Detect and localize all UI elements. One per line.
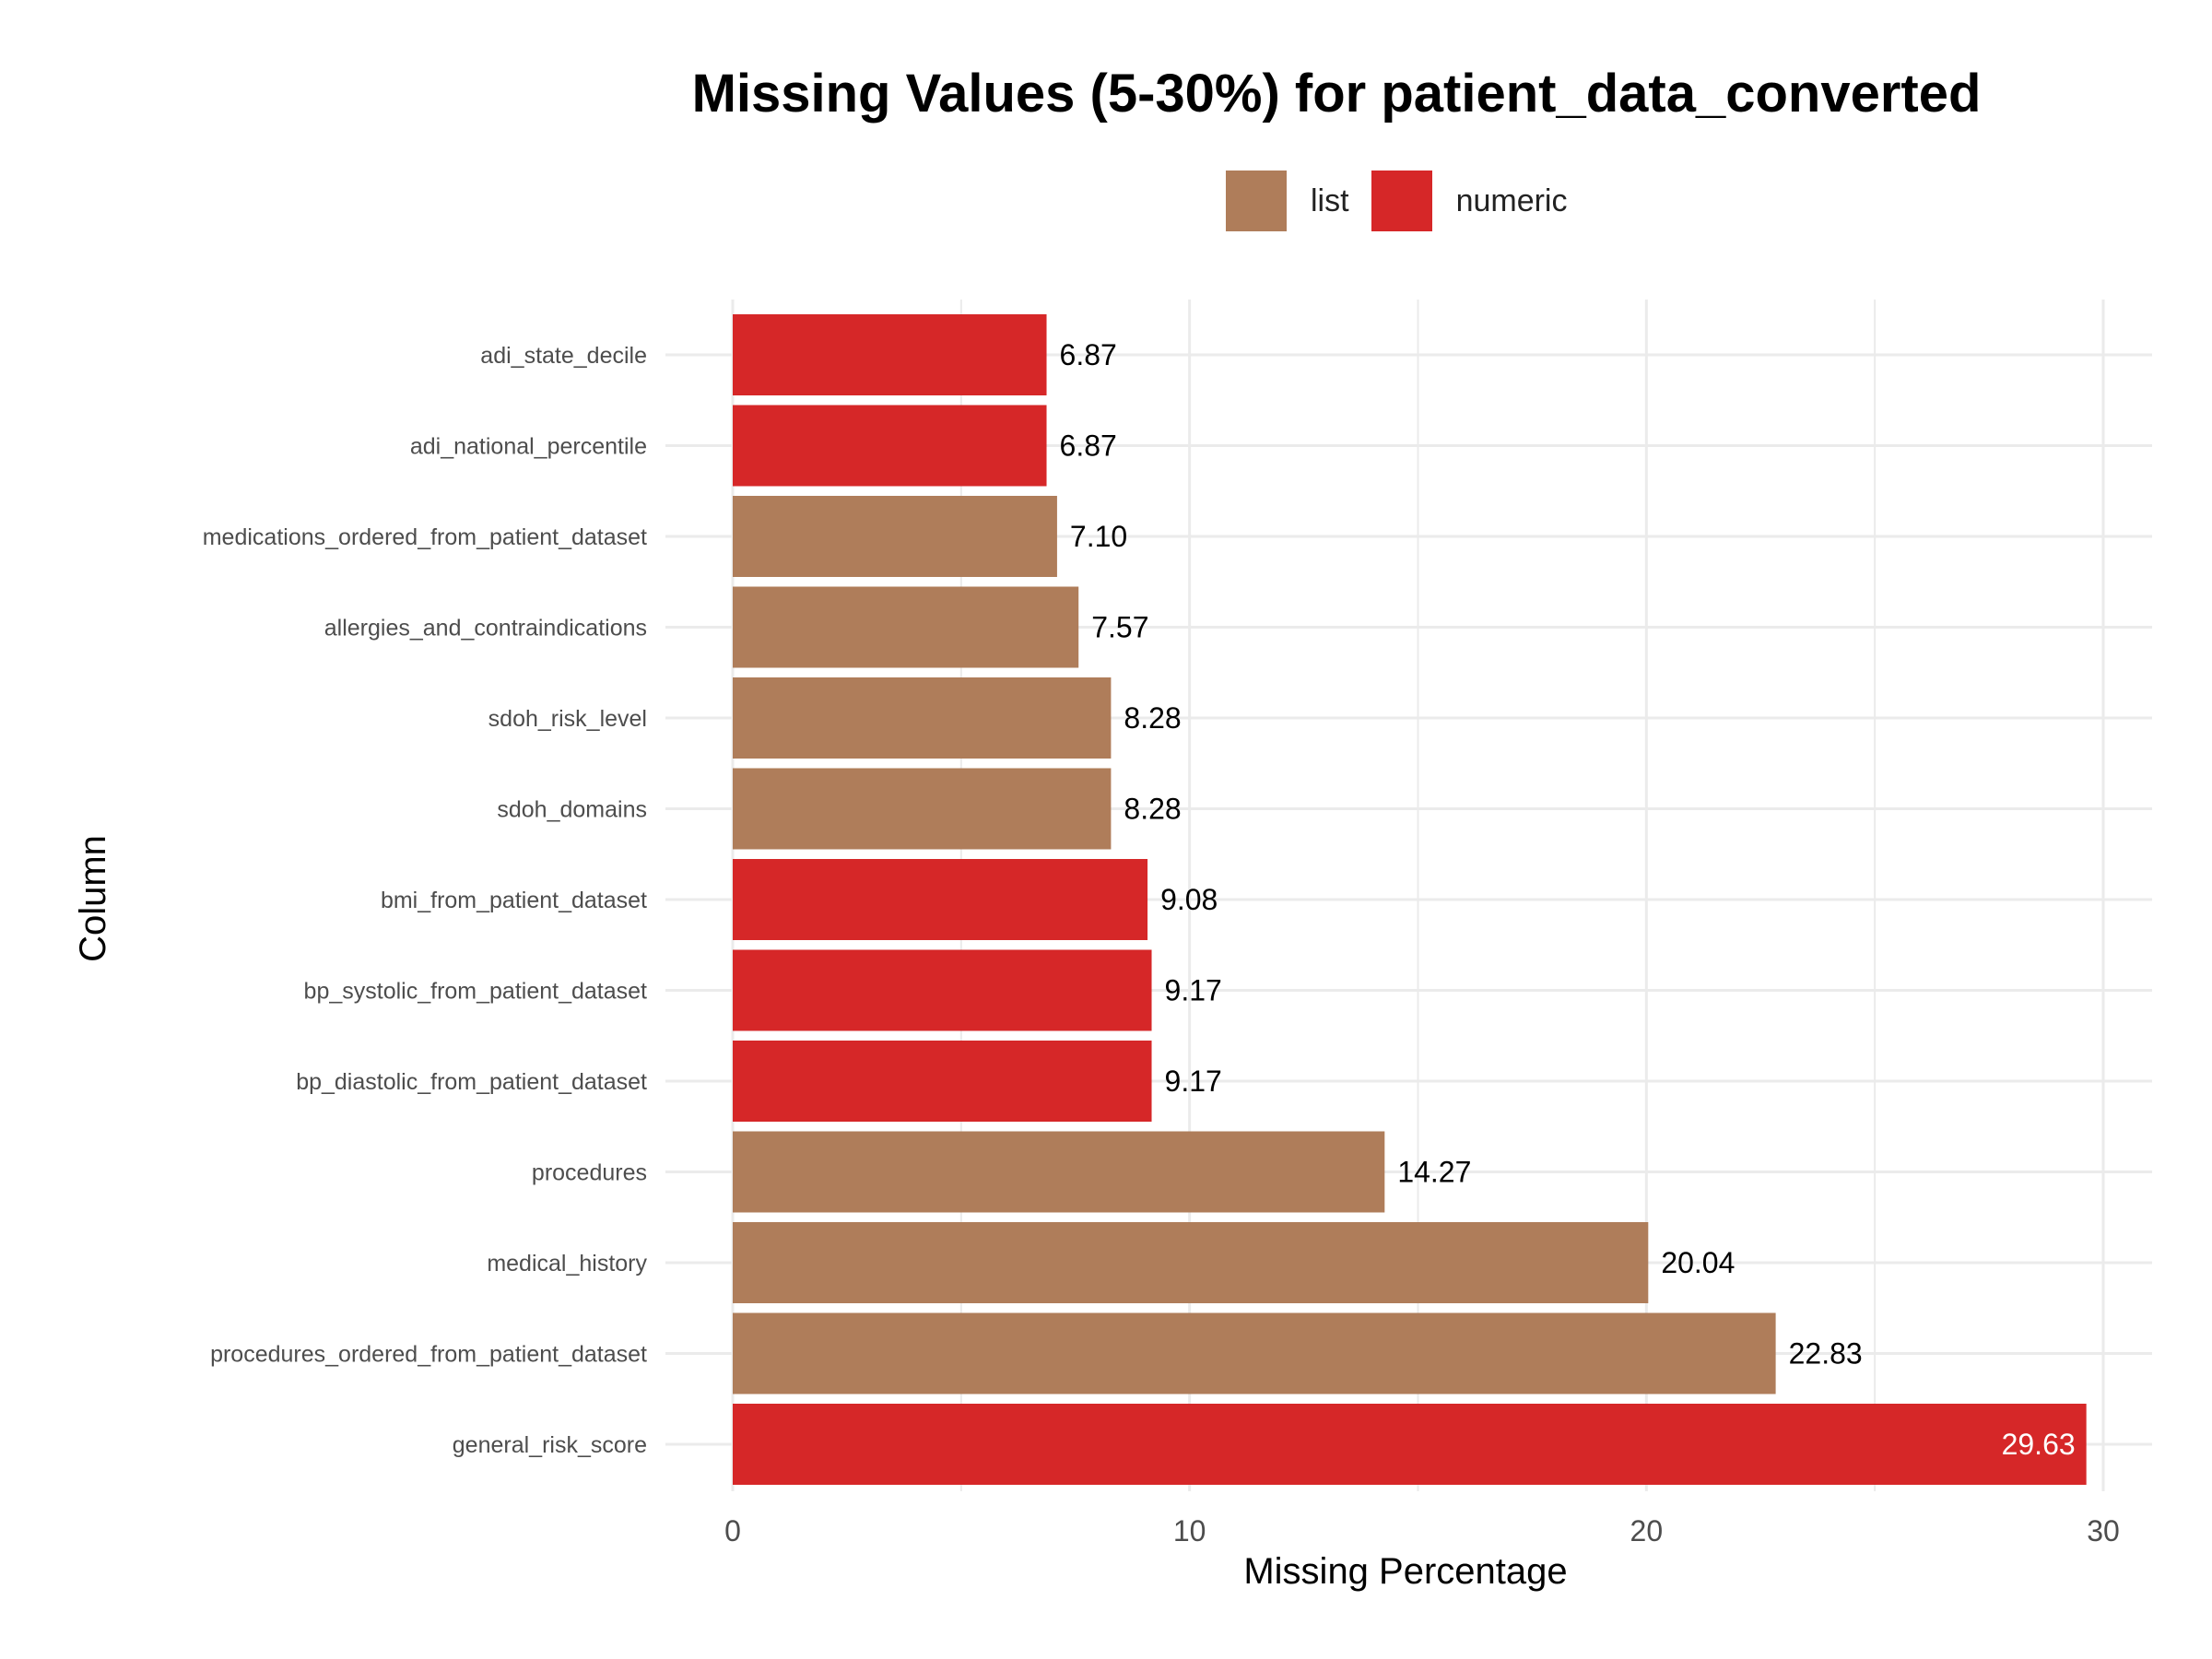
bar-value-label: 9.17 [1165,1065,1222,1098]
bar-value-label: 22.83 [1789,1337,1863,1371]
x-tick-label: 30 [2087,1514,2120,1547]
x-tick-label: 10 [1173,1514,1206,1547]
y-tick-label: bp_systolic_from_patient_dataset [304,979,648,1005]
legend-item-numeric: numeric [1371,171,1568,231]
y-tick-label: sdoh_risk_level [488,706,647,732]
bar [733,677,1112,759]
x-tick-label: 20 [1630,1514,1664,1547]
y-tick-label: general_risk_score [453,1432,647,1458]
legend-swatch-numeric [1371,171,1432,231]
legend-swatch-list [1226,171,1287,231]
y-tick-label: procedures_ordered_from_patient_dataset [210,1342,647,1368]
legend-item-list: list [1226,171,1349,231]
bar-value-label: 9.08 [1160,883,1218,916]
bar [733,496,1057,577]
bar-value-label: 20.04 [1661,1246,1735,1279]
bar [733,1041,1152,1122]
y-tick-label: bmi_from_patient_dataset [381,888,647,913]
bar [733,586,1079,668]
bar-value-label: 6.87 [1060,429,1117,463]
chart-title: Missing Values (5-30%) for patient_data_… [691,64,1982,124]
y-tick-label: adi_state_decile [480,343,647,369]
y-axis-title: Column [73,835,113,962]
bar [733,1222,1649,1303]
bar [733,768,1112,850]
bar-value-label: 7.10 [1070,520,1127,553]
bars-layer [733,314,2087,1485]
bar [733,1404,2087,1485]
labels-layer: 0 10 20 30 adi_state_decile 6.87 adi_national_… [203,338,2120,1547]
bar [733,314,1047,395]
bar-value-label: 29.63 [2002,1428,2076,1461]
y-tick-label: sdoh_domains [497,797,647,823]
bar [733,859,1148,940]
bar-value-label: 9.17 [1165,974,1222,1007]
y-tick-label: bp_diastolic_from_patient_dataset [296,1069,647,1095]
bar-value-label: 8.28 [1124,793,1181,826]
y-tick-label: medications_ordered_from_patient_dataset [203,524,647,550]
bar [733,1131,1385,1213]
x-tick-label: 0 [724,1514,741,1547]
y-tick-label: medical_history [487,1251,647,1277]
bar-value-label: 14.27 [1397,1156,1471,1189]
legend-label-list: list [1311,182,1349,218]
bar [733,1312,1776,1394]
y-tick-label: allergies_and_contraindications [324,616,647,641]
y-tick-label: procedures [532,1160,647,1186]
y-tick-label: adi_national_percentile [410,434,647,460]
legend: list numeric [1226,171,1590,231]
bar-value-label: 6.87 [1060,338,1117,371]
bar-value-label: 8.28 [1124,701,1181,735]
bar [733,405,1047,487]
x-axis-title: Missing Percentage [1243,1551,1567,1592]
legend-label-numeric: numeric [1455,182,1568,218]
bar-value-label: 7.57 [1091,611,1148,644]
bar [733,949,1152,1031]
